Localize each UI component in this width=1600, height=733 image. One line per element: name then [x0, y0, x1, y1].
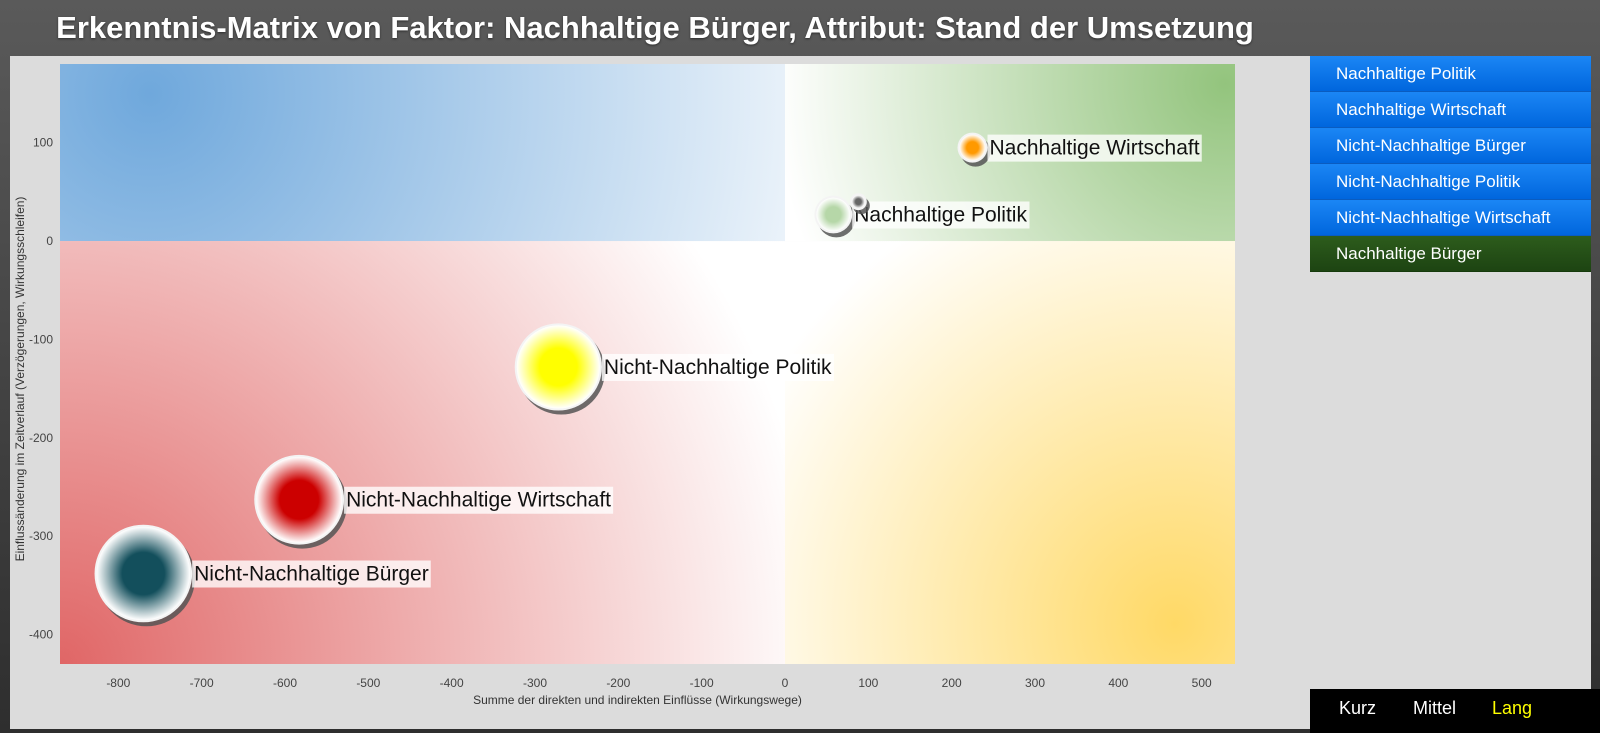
chart-title: Erkenntnis-Matrix von Faktor: Nachhaltig… [56, 10, 1254, 45]
x-tick-label: 200 [942, 676, 962, 690]
data-label: Nachhaltige Politik [854, 203, 1027, 226]
data-point: Nachhaltige Wirtschaft [957, 132, 1202, 167]
x-tick-label: -100 [690, 676, 714, 690]
x-tick-label: -500 [356, 676, 380, 690]
x-tick-label: -800 [106, 676, 130, 690]
bubble-chart: -400 -300 -200 -100 0 100 -800 -700 -600 -500 -400… [13, 64, 1235, 707]
y-axis-label: Einflussänderung im Zeitverlauf (Verzöge… [13, 197, 27, 562]
sidebar-item-nicht-nachhaltige-politik[interactable]: Nicht-Nachhaltige Politik [1310, 164, 1591, 200]
x-tick-label: -700 [190, 676, 214, 690]
x-axis-label: Summe der direkten und indirekten Einflü… [473, 693, 802, 707]
data-label: Nicht-Nachhaltige Wirtschaft [346, 489, 611, 512]
term-long-button[interactable]: Lang [1492, 698, 1533, 718]
y-tick-label: -100 [29, 332, 53, 346]
x-tick-label: -300 [523, 676, 547, 690]
sidebar-item-nicht-nachhaltige-buerger[interactable]: Nicht-Nachhaltige Bürger [1310, 128, 1591, 164]
data-point [849, 193, 870, 215]
data-point: Nachhaltige Politik [814, 195, 1030, 238]
x-tick-label: 0 [782, 676, 789, 690]
sidebar-item-nachhaltige-politik[interactable]: Nachhaltige Politik [1310, 56, 1591, 92]
y-tick-label: -300 [29, 529, 53, 543]
quadrant-top-left [60, 64, 785, 242]
data-point: Nicht-Nachhaltige Wirtschaft [254, 454, 614, 549]
x-tick-label: 100 [858, 676, 878, 690]
x-tick-label: 400 [1108, 676, 1128, 690]
sidebar-item-nicht-nachhaltige-wirtschaft[interactable]: Nicht-Nachhaltige Wirtschaft [1310, 200, 1591, 236]
term-short-button[interactable]: Kurz [1339, 698, 1377, 718]
y-tick-label: -400 [29, 627, 53, 641]
x-tick-label: 300 [1025, 676, 1045, 690]
data-label: Nachhaltige Wirtschaft [990, 137, 1200, 160]
x-tick-label: 500 [1192, 676, 1212, 690]
y-tick-label: -200 [29, 431, 53, 445]
sidebar-item-nachhaltige-wirtschaft[interactable]: Nachhaltige Wirtschaft [1310, 92, 1591, 128]
y-tick-label: 0 [46, 234, 53, 248]
term-toolbar: Kurz Mittel Lang [1310, 689, 1600, 733]
x-tick-label: -400 [440, 676, 464, 690]
data-point: Nicht-Nachhaltige Politik [514, 323, 835, 415]
data-point: Nicht-Nachhaltige Bürger [94, 524, 431, 627]
sidebar-item-nachhaltige-buerger[interactable]: Nachhaltige Bürger [1310, 236, 1591, 272]
x-tick-label: -600 [273, 676, 297, 690]
quadrant-bottom-right [785, 241, 1235, 664]
y-tick-label: 100 [33, 136, 53, 150]
data-label: Nicht-Nachhaltige Politik [604, 356, 832, 379]
data-label: Nicht-Nachhaltige Bürger [194, 563, 429, 586]
term-medium-button[interactable]: Mittel [1413, 698, 1457, 718]
x-tick-label: -200 [606, 676, 630, 690]
chart-panel: -400 -300 -200 -100 0 100 -800 -700 -600 -500 -400… [10, 56, 1310, 729]
sidebar: Nachhaltige Politik Nachhaltige Wirtscha… [1310, 56, 1591, 689]
